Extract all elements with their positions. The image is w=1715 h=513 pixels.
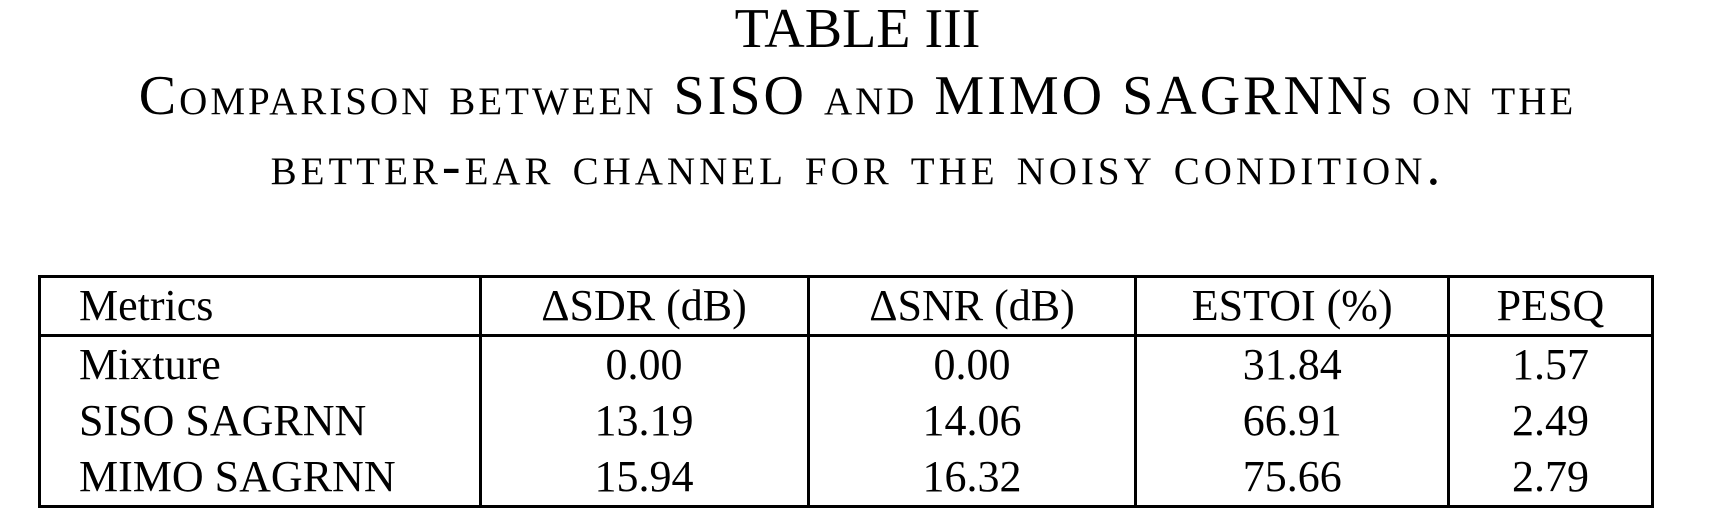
cell-pesq: 2.49 <box>1446 393 1655 449</box>
table-row: MIMO SAGRNN 15.94 16.32 75.66 2.79 <box>38 449 1655 507</box>
row-label: SISO SAGRNN <box>38 393 482 449</box>
header-row: Metrics ΔSDR (dB) ΔSNR (dB) ESTOI (%) PE… <box>38 276 1655 337</box>
cell-delta-sdr: 0.00 <box>478 335 810 393</box>
row-label: MIMO SAGRNN <box>38 449 482 507</box>
cell-delta-sdr: 13.19 <box>478 393 810 449</box>
cell-delta-sdr: 15.94 <box>478 449 810 507</box>
table-row: Mixture 0.00 0.00 31.84 1.57 <box>38 335 1655 393</box>
table-row: SISO SAGRNN 13.19 14.06 66.91 2.49 <box>38 393 1655 449</box>
row-label: Mixture <box>38 335 482 393</box>
header-metrics: Metrics <box>38 276 482 337</box>
table-title-line-2: better-ear channel for the noisy conditi… <box>270 135 1445 197</box>
cell-pesq: 2.79 <box>1446 449 1655 507</box>
table-label: TABLE III <box>734 0 981 60</box>
cell-pesq: 1.57 <box>1446 335 1655 393</box>
header-pesq: PESQ <box>1446 276 1655 337</box>
results-table: Metrics ΔSDR (dB) ΔSNR (dB) ESTOI (%) PE… <box>38 275 1655 508</box>
header-delta-sdr: ΔSDR (dB) <box>478 276 810 337</box>
cell-estoi: 66.91 <box>1134 393 1450 449</box>
cell-delta-snr: 16.32 <box>806 449 1138 507</box>
cell-delta-snr: 0.00 <box>806 335 1138 393</box>
cell-estoi: 31.84 <box>1134 335 1450 393</box>
cell-delta-snr: 14.06 <box>806 393 1138 449</box>
header-estoi: ESTOI (%) <box>1134 276 1450 337</box>
cell-estoi: 75.66 <box>1134 449 1450 507</box>
table-title-line-1: Comparison between SISO and MIMO SAGRNNs… <box>138 65 1577 127</box>
table-caption: TABLE III Comparison between SISO and MI… <box>0 0 1715 202</box>
header-delta-snr: ΔSNR (dB) <box>806 276 1138 337</box>
